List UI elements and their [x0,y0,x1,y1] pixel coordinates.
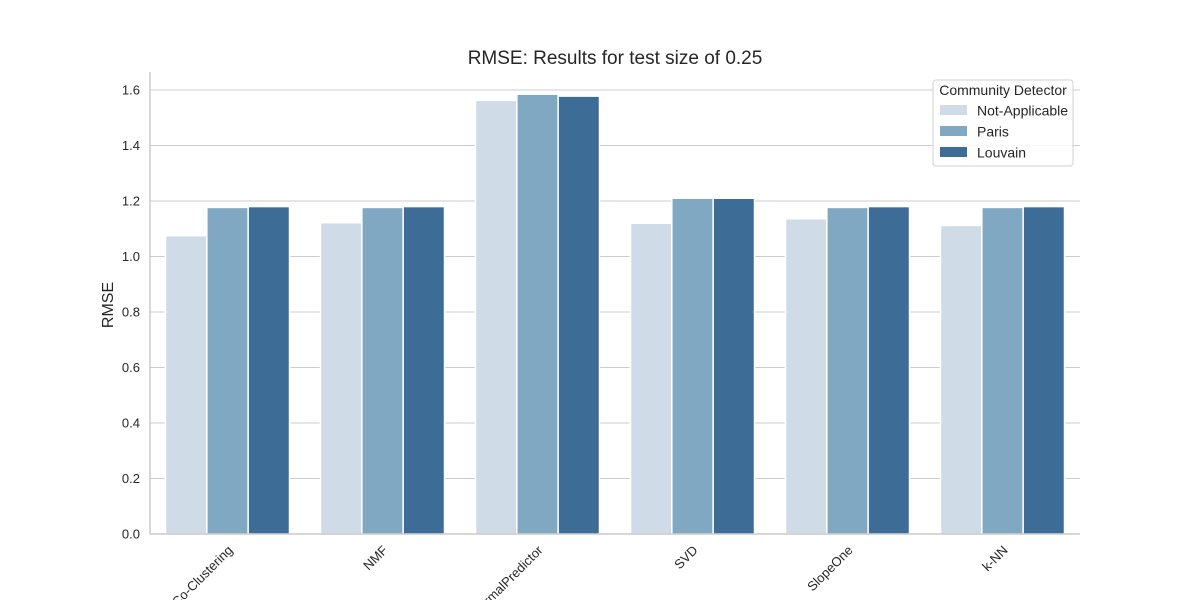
bar-nmf-louvain [402,205,446,535]
legend: Community Detector Not-Applicable Paris Lo… [932,79,1074,167]
y-tick-label: 0.0 [122,527,140,542]
x-tick-label: SVD [671,543,701,573]
bar-normalpredictor-louvain [557,95,601,535]
bars-layer [164,93,1066,535]
bar-slopeone-not-applicable [784,218,828,535]
legend-title: Community Detector [939,82,1067,98]
y-tick-label: 0.6 [122,360,140,375]
y-tick-label: 1.2 [122,194,140,209]
legend-swatch [940,126,967,136]
x-tick-label: k-NN [979,543,1011,575]
x-tick-label: NMF [360,542,391,573]
bar-normalpredictor-paris [516,93,559,535]
bar-k-nn-paris [981,206,1024,535]
bar-co-clustering-not-applicable [164,234,208,535]
legend-label: Louvain [977,145,1026,161]
bar-co-clustering-paris [206,206,249,535]
y-tick-label: 0.4 [122,416,140,431]
x-tick-label: Co-Clustering [169,543,236,600]
legend-label: Not-Applicable [977,103,1068,119]
bar-nmf-not-applicable [319,221,363,535]
bar-nmf-paris [361,206,404,535]
bar-normalpredictor-not-applicable [474,99,518,535]
x-tick-label: SlopeOne [804,543,855,594]
bar-svd-louvain [712,197,756,535]
bar-co-clustering-louvain [247,205,291,535]
y-tick-label: 1.6 [122,83,140,98]
y-tick-label: 1.4 [122,138,140,153]
legend-swatch [940,147,967,157]
bar-svd-paris [671,197,714,535]
chart-title: RMSE: Results for test size of 0.25 [468,48,763,69]
bar-k-nn-not-applicable [939,224,983,535]
legend-label: Paris [977,124,1009,140]
legend-box [932,79,1074,167]
legend-items: Not-Applicable Paris Louvain [940,103,1068,161]
y-tick-label: 0.8 [122,305,140,320]
x-tick-label: NormalPredictor [469,542,546,600]
legend-swatch [940,105,967,115]
bar-slopeone-louvain [867,205,911,535]
bar-svd-not-applicable [629,222,673,535]
grid-layer [150,89,1080,535]
bar-k-nn-louvain [1022,205,1066,535]
y-tick-label: 0.2 [122,471,140,486]
bar-slopeone-paris [826,206,869,535]
y-axis-label: RMSE [100,282,117,328]
y-tick-label: 1.0 [122,249,140,264]
